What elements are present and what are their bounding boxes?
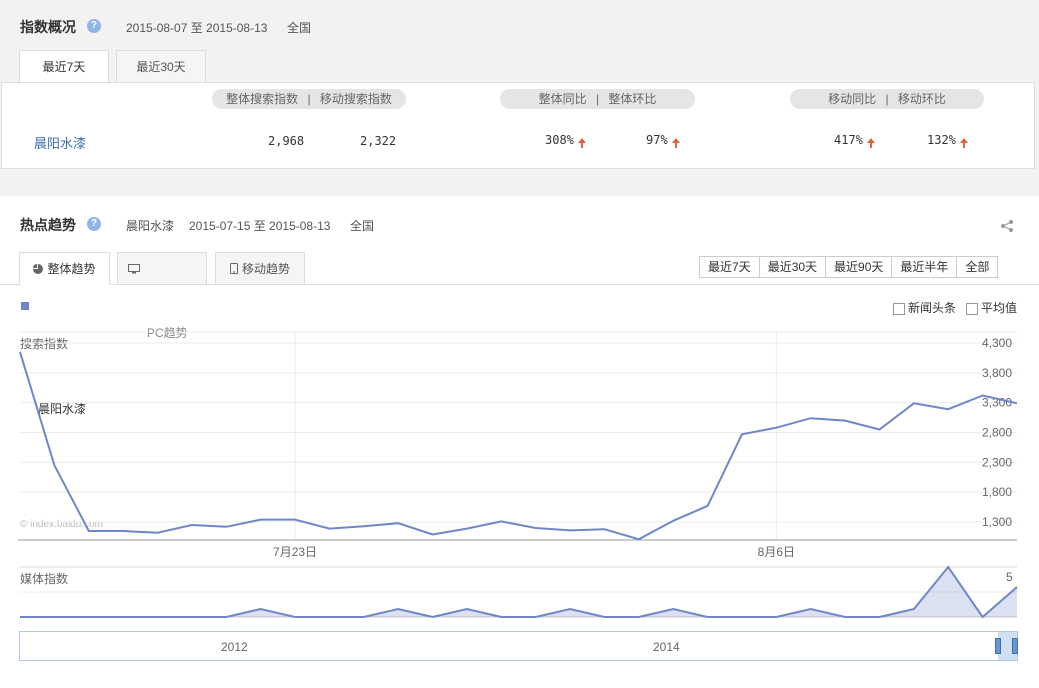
range-7-days-button[interactable]: 最近7天 bbox=[700, 257, 760, 277]
monitor-icon bbox=[128, 264, 140, 274]
mobile-yoy: 417% bbox=[834, 133, 875, 148]
pill-label-overall-yoy: 整体同比 bbox=[538, 92, 587, 106]
overall-mom-value: 97% bbox=[646, 133, 668, 147]
up-arrow-icon bbox=[671, 138, 680, 148]
tab-mobile-trend[interactable]: 移动趋势 bbox=[215, 252, 305, 284]
keyword-link[interactable]: 晨阳水漆 bbox=[34, 136, 87, 151]
average-checkbox[interactable] bbox=[966, 302, 978, 315]
trend-keyword: 晨阳水漆 bbox=[126, 219, 175, 233]
mobile-mom-value: 132% bbox=[927, 133, 956, 147]
tab-pc-trend[interactable] bbox=[117, 252, 207, 284]
news-headline-label: 新闻头条 bbox=[908, 301, 957, 315]
timeline-label-2014: 2014 bbox=[653, 640, 680, 654]
range-button-group: 最近7天 最近30天 最近90天 最近半年 全部 bbox=[699, 256, 999, 278]
search-index-label: 搜索指数 bbox=[20, 337, 69, 351]
media-index-label: 媒体指数 bbox=[20, 572, 69, 586]
up-arrow-icon bbox=[577, 138, 586, 148]
pill-separator: | bbox=[307, 92, 311, 106]
mobile-phone-icon bbox=[229, 263, 238, 274]
trend-help-icon[interactable]: ? bbox=[87, 217, 101, 231]
tabs-baseline bbox=[0, 284, 1039, 285]
pill-label-mobile-search: 移动搜索指数 bbox=[319, 92, 392, 106]
range-90-days-button[interactable]: 最近90天 bbox=[826, 257, 893, 277]
overview-date-range: 2015-08-07 至 2015-08-13 bbox=[126, 21, 268, 35]
range-half-year-button[interactable]: 最近半年 bbox=[892, 257, 958, 277]
overall-mom: 97% bbox=[646, 133, 680, 148]
pill-label-mobile-yoy: 移动同比 bbox=[828, 92, 877, 106]
overall-yoy: 308% bbox=[545, 133, 586, 148]
overall-search-value: 2,968 bbox=[268, 134, 305, 148]
overview-title: 指数概况 bbox=[20, 19, 76, 35]
pill-overall-yoy-mom: 整体同比 | 整体环比 bbox=[500, 89, 695, 109]
range-all-button[interactable]: 全部 bbox=[957, 257, 998, 277]
pc-trend-tooltip: PC趋势 bbox=[147, 326, 188, 340]
news-headline-checkbox[interactable] bbox=[893, 302, 905, 315]
share-icon[interactable] bbox=[1000, 219, 1014, 233]
pill-mobile-yoy-mom: 移动同比 | 移动环比 bbox=[790, 89, 984, 109]
mobile-mom: 132% bbox=[927, 133, 968, 148]
overview-help-icon[interactable]: ? bbox=[87, 19, 101, 33]
overall-yoy-value: 308% bbox=[545, 133, 574, 147]
series-legend-label: 晨阳水漆 bbox=[38, 402, 87, 416]
mobile-yoy-value: 417% bbox=[834, 133, 863, 147]
overview-region: 全国 bbox=[287, 21, 312, 35]
y-tick-label: 1,300 bbox=[982, 515, 1012, 529]
range-30-days-button[interactable]: 最近30天 bbox=[759, 257, 827, 277]
pill-label-overall-search: 整体搜索指数 bbox=[226, 92, 299, 106]
pie-chart-icon bbox=[33, 264, 44, 274]
y-tick-label: 2,800 bbox=[982, 426, 1012, 440]
trend-date-range: 2015-07-15 至 2015-08-13 bbox=[189, 219, 331, 233]
y-tick-label: 4,300 bbox=[982, 336, 1012, 350]
x-tick-label: 7月23日 bbox=[273, 545, 317, 559]
pill-label-mobile-mom: 移动环比 bbox=[897, 92, 946, 106]
timeline-label-2012: 2012 bbox=[221, 640, 248, 654]
trend-title: 热点趋势 bbox=[20, 217, 76, 233]
x-tick-label: 8月6日 bbox=[758, 545, 795, 559]
timeline-left-handle[interactable] bbox=[995, 638, 1001, 654]
pill-separator: | bbox=[595, 92, 600, 106]
pill-separator: | bbox=[885, 92, 889, 106]
y-tick-label: 3,300 bbox=[982, 396, 1012, 410]
search-index-series-line bbox=[19, 351, 1018, 541]
timeline-right-handle[interactable] bbox=[1012, 638, 1018, 654]
mobile-search-value: 2,322 bbox=[360, 134, 397, 148]
tab-last-30-days[interactable]: 最近30天 bbox=[116, 50, 206, 82]
pill-overall-mobile-search: 整体搜索指数 | 移动搜索指数 bbox=[212, 89, 406, 109]
tab-overall-trend[interactable]: 整体趋势 bbox=[19, 252, 110, 285]
y-tick-label: 2,300 bbox=[982, 455, 1012, 469]
media-index-area bbox=[20, 567, 1017, 617]
watermark: © index.baidu.com bbox=[20, 519, 103, 530]
y-tick-label: 1,800 bbox=[982, 485, 1012, 499]
pill-label-overall-mom: 整体环比 bbox=[608, 92, 657, 106]
tab-mobile-trend-label: 移动趋势 bbox=[241, 262, 290, 276]
average-label: 平均值 bbox=[981, 301, 1018, 315]
tab-last-7-days[interactable]: 最近7天 bbox=[19, 50, 109, 83]
media-max-label: 5 bbox=[1006, 570, 1013, 584]
legend-series-swatch bbox=[21, 302, 29, 310]
average-toggle[interactable]: 平均值 bbox=[966, 299, 1017, 316]
timeline-navigator[interactable] bbox=[19, 631, 1018, 661]
media-index-series-line bbox=[20, 565, 1018, 619]
trend-region: 全国 bbox=[350, 219, 375, 233]
y-tick-label: 3,800 bbox=[982, 366, 1012, 380]
up-arrow-icon bbox=[866, 138, 875, 148]
news-headline-toggle[interactable]: 新闻头条 bbox=[893, 299, 956, 316]
tab-overall-trend-label: 整体趋势 bbox=[47, 262, 96, 276]
up-arrow-icon bbox=[959, 138, 968, 148]
